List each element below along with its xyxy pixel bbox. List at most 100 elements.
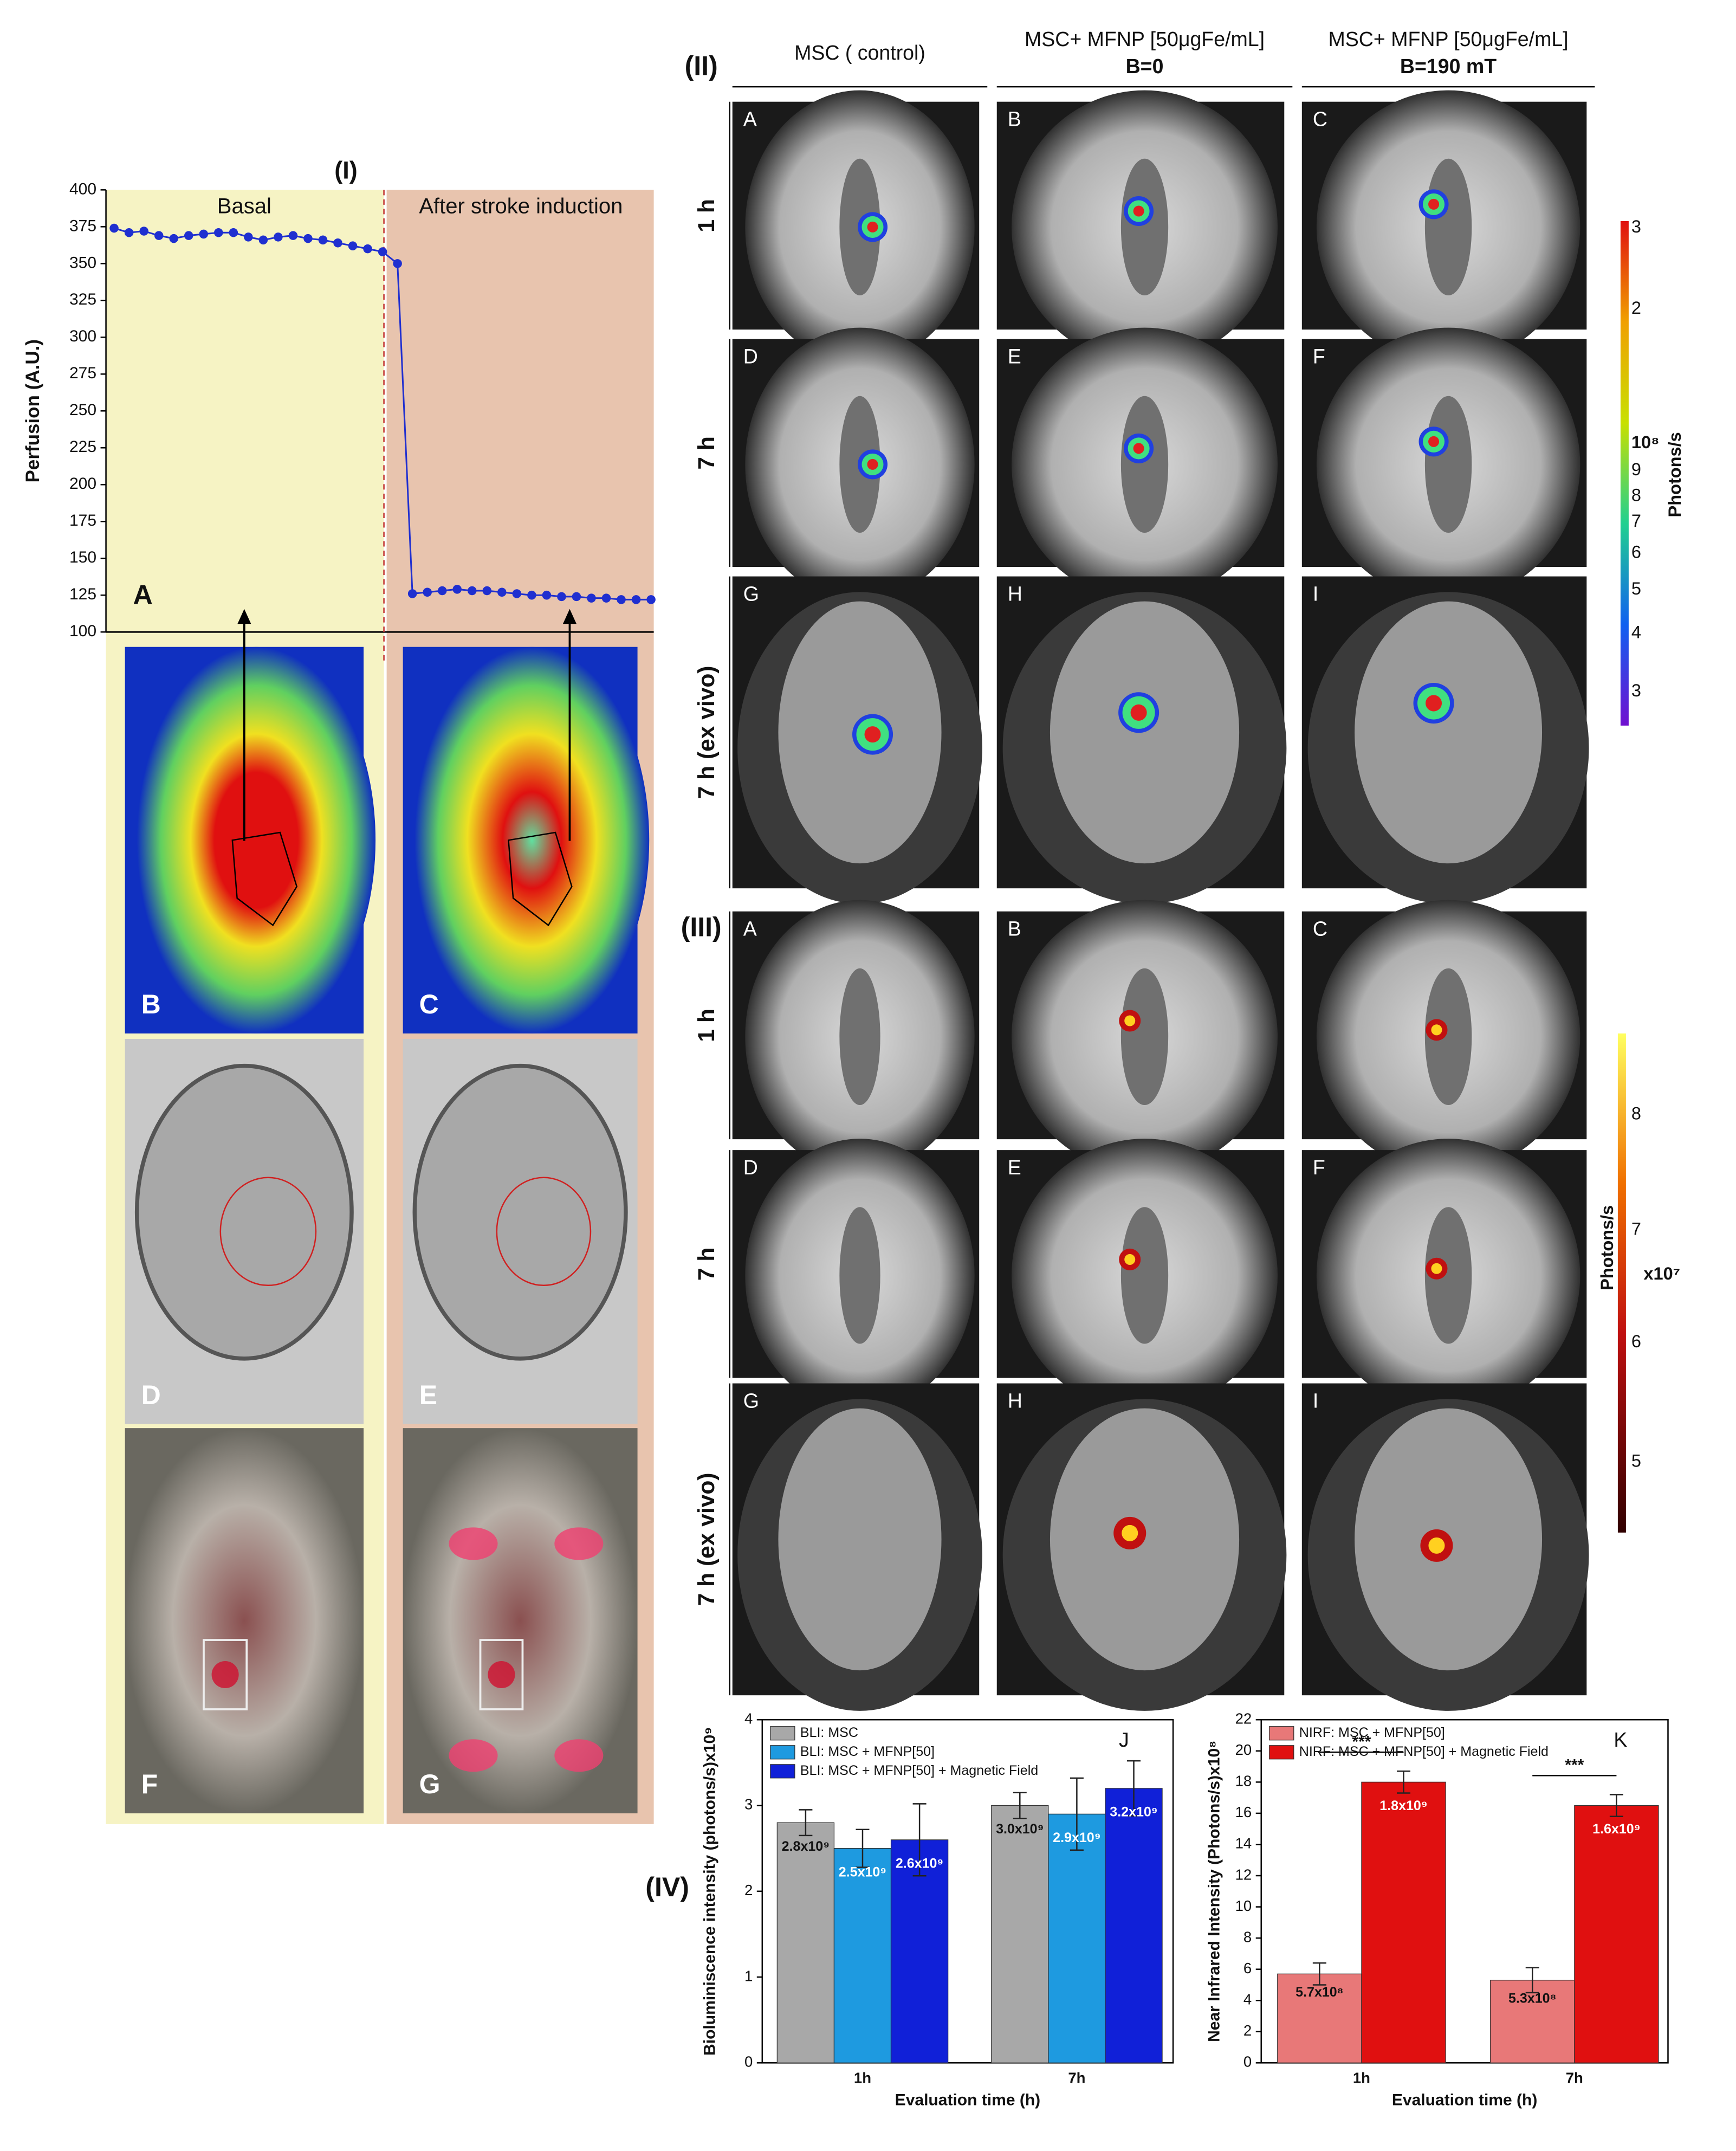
- panel-letter: F: [141, 1769, 158, 1799]
- value-label: 5.7x10⁸: [1295, 1985, 1343, 2000]
- bar: [1048, 1813, 1106, 2063]
- x-tick-label: 1h: [1353, 2070, 1370, 2087]
- annotation: Basal: [217, 194, 271, 218]
- point: [229, 228, 238, 237]
- heatmap: [137, 647, 376, 1033]
- roi: [231, 831, 298, 927]
- image-letter: F: [1313, 1156, 1325, 1179]
- colorbar-tick-label: 5: [1631, 1451, 1641, 1470]
- panel-letter: D: [141, 1380, 161, 1410]
- bar: [833, 1848, 892, 2063]
- y-tick-label: 200: [69, 475, 96, 493]
- laser-spot: [488, 1661, 515, 1689]
- colorbar-tick-label: 8: [1631, 486, 1641, 505]
- colorbar: [1620, 221, 1629, 726]
- image-letter: C: [1313, 918, 1327, 940]
- arrow-head: [562, 609, 576, 624]
- y-tick-label: 175: [69, 512, 96, 529]
- colorbar-tick-label: 3: [1631, 681, 1641, 700]
- point: [407, 589, 417, 598]
- section-label: (I): [334, 157, 358, 184]
- y-axis-label: Perfusion (A.U.): [22, 339, 43, 483]
- value-label: 5.3x10⁸: [1508, 1991, 1556, 2006]
- heatmap: [414, 647, 650, 1033]
- signal: [1431, 1263, 1442, 1274]
- photo-subject: [1355, 601, 1543, 864]
- x-axis-label: Evaluation time (h): [895, 2091, 1041, 2109]
- signal: [1133, 443, 1144, 454]
- point: [557, 592, 566, 602]
- column-header: MSC+ MFNP [50μgFe/mL]: [1329, 28, 1569, 50]
- image-letter: B: [1008, 108, 1021, 131]
- y-tick-label: 2: [744, 1882, 753, 1898]
- legend-label: BLI: MSC: [800, 1725, 858, 1740]
- image-letter: I: [1313, 583, 1318, 605]
- y-tick-label: 4: [1243, 1991, 1252, 2007]
- point: [393, 259, 402, 268]
- bar: [776, 1822, 835, 2063]
- signal: [1428, 198, 1440, 210]
- colorbar-tick-label: 3: [1631, 217, 1641, 236]
- roi: [496, 1177, 592, 1287]
- image-letter: C: [1313, 108, 1327, 131]
- panel-letter: G: [419, 1769, 441, 1799]
- plot-frame: [1260, 1719, 1669, 2064]
- colorbar-label: Photons/s: [1597, 1205, 1617, 1290]
- point: [437, 586, 447, 596]
- signal: [1431, 1024, 1442, 1036]
- signal: [1426, 695, 1442, 712]
- legend-swatch: [1269, 1745, 1294, 1760]
- point: [527, 590, 536, 600]
- image-letter: A: [743, 108, 757, 131]
- signal: [1122, 1525, 1138, 1541]
- bar: [1361, 1781, 1446, 2063]
- legend-swatch: [770, 1726, 795, 1741]
- column-header: B=0: [1126, 55, 1164, 77]
- signal: [1133, 205, 1144, 217]
- point: [333, 238, 342, 248]
- y-tick-label: 100: [69, 622, 96, 640]
- legend-swatch: [770, 1745, 795, 1760]
- y-tick-label: 0: [1243, 2053, 1252, 2070]
- y-tick-label: 250: [69, 401, 96, 419]
- panel-letter: E: [419, 1380, 437, 1410]
- point: [124, 228, 134, 237]
- y-tick-label: 22: [1235, 1710, 1252, 1727]
- point: [184, 231, 193, 240]
- colorbar: [1617, 1033, 1626, 1533]
- bar: [890, 1839, 949, 2063]
- y-axis-label: Near Infrared Intensity (Photons/s)x10⁸: [1206, 1741, 1223, 2042]
- point: [214, 228, 223, 237]
- point: [363, 244, 372, 254]
- panel-letter: C: [419, 989, 439, 1019]
- y-tick-label: 16: [1235, 1804, 1252, 1820]
- x-tick-label: 1h: [854, 2070, 871, 2087]
- incision: [1120, 968, 1169, 1106]
- annotation: After stroke induction: [419, 194, 623, 218]
- image-letter: I: [1313, 1390, 1318, 1412]
- point: [512, 589, 522, 598]
- column-header: MSC+ MFNP [50μgFe/mL]: [1025, 28, 1265, 50]
- incision: [1424, 158, 1472, 296]
- y-tick-label: 0: [744, 2053, 753, 2070]
- photo-subject: [1050, 601, 1240, 864]
- row-label: 1 h: [694, 199, 720, 232]
- panel-letter: J: [1119, 1728, 1129, 1751]
- incision: [1424, 1207, 1472, 1344]
- point: [542, 590, 552, 600]
- image-letter: B: [1008, 918, 1021, 940]
- y-tick-label: 3: [744, 1796, 753, 1813]
- speckle-image: [412, 1063, 628, 1361]
- y-tick-label: 2: [1243, 2022, 1252, 2039]
- point: [303, 234, 313, 243]
- signal: [1124, 1015, 1136, 1026]
- point: [244, 232, 253, 242]
- colorbar-tick-label: 6: [1631, 1332, 1641, 1351]
- error-bar: [1126, 1760, 1141, 1817]
- incision: [1424, 396, 1472, 533]
- point: [318, 235, 328, 245]
- value-label: 2.5x10⁹: [839, 1864, 886, 1879]
- y-tick-label: 400: [69, 180, 96, 198]
- point: [169, 234, 178, 243]
